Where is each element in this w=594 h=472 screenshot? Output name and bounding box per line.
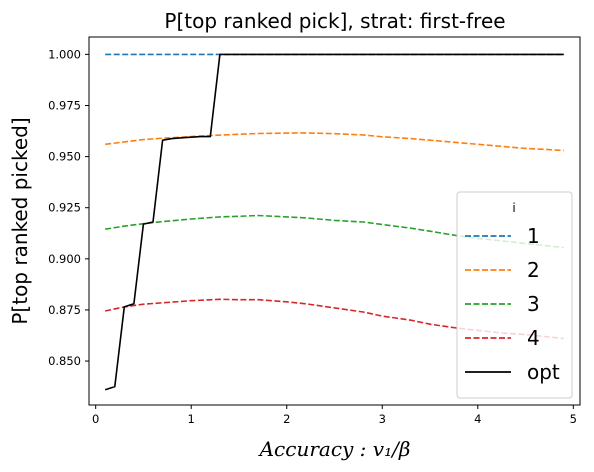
y-tick-label: 0.900	[48, 252, 81, 266]
legend-label-1: 1	[527, 224, 540, 248]
legend-label-opt: opt	[527, 360, 560, 384]
y-tick-label: 0.850	[48, 354, 81, 368]
x-tick-label: 5	[570, 412, 577, 426]
x-axis-label: Accuracy : v₁/β	[258, 437, 411, 461]
chart-title: P[top ranked pick], strat: first-free	[164, 9, 505, 33]
y-tick-label: 0.925	[48, 201, 81, 215]
x-axis: 0 1 2 3 4 5	[92, 405, 577, 426]
legend-title: i	[512, 201, 515, 215]
legend-entries: 1 2 3 4 opt	[465, 224, 560, 384]
y-tick-label: 0.975	[48, 98, 81, 112]
legend-label-4: 4	[527, 326, 540, 350]
y-axis: 0.850 0.875 0.900 0.925 0.950 0.975 1.000	[48, 47, 89, 368]
x-tick-label: 1	[188, 412, 195, 426]
x-tick-label: 2	[283, 412, 290, 426]
legend-label-3: 3	[527, 292, 540, 316]
x-tick-label: 3	[379, 412, 386, 426]
legend: i 1 2 3 4 opt	[456, 191, 573, 399]
legend-box	[456, 191, 573, 399]
legend-label-2: 2	[527, 258, 540, 282]
series-line-2	[105, 132, 564, 152]
series-line-opt	[104, 53, 564, 391]
y-tick-label: 0.950	[48, 150, 81, 164]
y-axis-label: P[top ranked picked]	[8, 117, 32, 324]
y-tick-label: 0.875	[48, 303, 81, 317]
x-tick-label: 0	[92, 412, 99, 426]
y-tick-label: 1.000	[48, 47, 81, 61]
x-tick-label: 4	[474, 412, 481, 426]
plot-frame	[88, 36, 581, 406]
